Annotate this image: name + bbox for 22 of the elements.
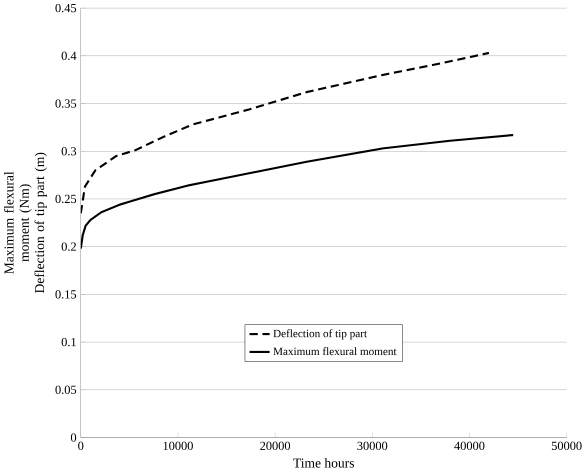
- y-tick-label: 0.45: [55, 4, 76, 13]
- y-tick-label: 0.3: [62, 147, 76, 156]
- legend-label: Maximum flexural moment: [273, 347, 397, 356]
- x-tick-label: 30000: [357, 442, 388, 450]
- legend-label: Deflection of tip part: [273, 330, 368, 340]
- y-tick-label: 0.1: [62, 338, 76, 347]
- x-tick-label: 40000: [454, 442, 484, 450]
- x-axis-title: Time hours: [293, 458, 354, 468]
- x-tick-label: 50000: [552, 442, 582, 450]
- y-tick-label: 0: [70, 434, 76, 442]
- y-axis-title: Maximum flexural moment (Nm) Deflection of tip part (m): [4, 152, 47, 294]
- y-tick-label: 0.15: [55, 290, 76, 299]
- x-tick-label: 20000: [260, 442, 290, 450]
- x-tick-label: 10000: [164, 442, 193, 450]
- line-series: [80, 134, 514, 250]
- y-tick-label: 0.05: [55, 386, 76, 394]
- y-tick-label: 0.35: [55, 100, 76, 108]
- x-tick-label: 0: [78, 442, 84, 450]
- y-tick-label: 0.25: [55, 194, 76, 204]
- y-tick-label: 0.4: [62, 52, 76, 60]
- line-series: [80, 52, 490, 215]
- y-tick-label: 0.2: [62, 242, 76, 252]
